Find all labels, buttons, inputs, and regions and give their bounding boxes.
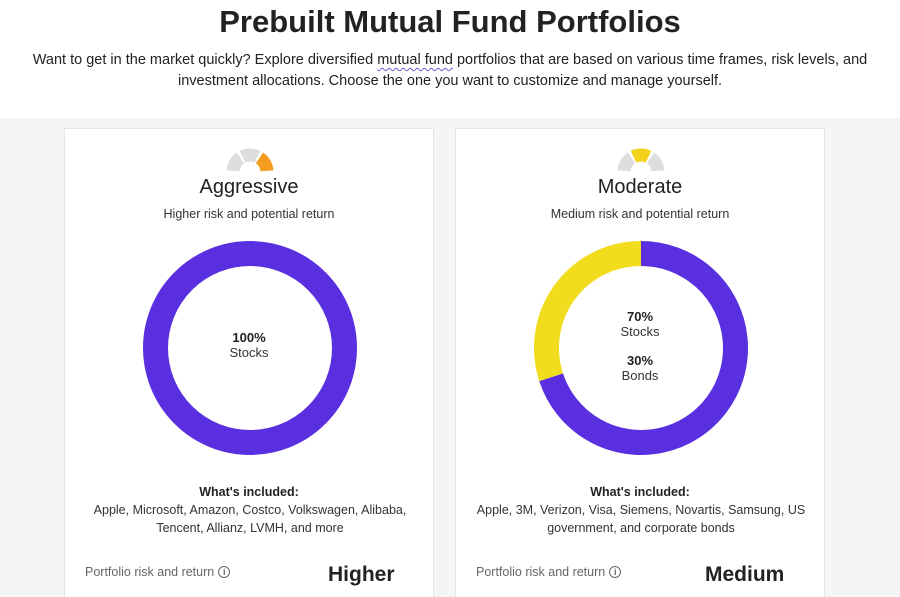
- risk-label-text: Portfolio risk and return: [476, 565, 606, 579]
- gauge-segment: [630, 148, 652, 163]
- card-subtitle: Medium risk and potential return: [550, 207, 730, 221]
- risk-label: Portfolio risk and return i: [476, 565, 622, 579]
- portfolio-card-moderate[interactable]: Moderate Medium risk and potential retur…: [455, 128, 825, 597]
- card-title: Aggressive: [199, 176, 299, 198]
- gauge-segment: [226, 152, 245, 172]
- allocation-name: Bonds: [621, 368, 659, 383]
- risk-gauge-icon: [226, 148, 274, 172]
- included-heading: What's included:: [199, 485, 299, 499]
- allocation-label-bonds: 30% Bonds: [456, 353, 824, 383]
- intro-text-start: Want to get in the market quickly? Explo…: [32, 52, 378, 68]
- gauge-segment: [255, 152, 274, 172]
- card-subtitle: Higher risk and potential return: [163, 207, 335, 221]
- info-icon[interactable]: i: [218, 566, 231, 578]
- allocation-donut: [143, 241, 357, 455]
- gauge-segment: [239, 148, 261, 163]
- allocation-name: Stocks: [620, 324, 660, 339]
- page-title: Prebuilt Mutual Fund Portfolios: [219, 4, 681, 39]
- gauge-segment: [617, 152, 636, 172]
- allocation-donut: [534, 241, 748, 455]
- risk-value: Medium: [705, 563, 785, 586]
- risk-label-text: Portfolio risk and return: [85, 565, 215, 579]
- mutual-fund-link[interactable]: mutual fund: [377, 52, 453, 68]
- included-text: Apple, Microsoft, Amazon, Costco, Volksw…: [93, 503, 407, 535]
- risk-gauge-icon: [617, 148, 665, 172]
- allocation-label-stocks: 70% Stocks: [456, 309, 824, 339]
- risk-label: Portfolio risk and return i: [85, 565, 231, 579]
- info-icon[interactable]: i: [609, 566, 622, 578]
- intro-text-end: portfolios that are based on various tim…: [177, 52, 868, 89]
- gauge-segment: [646, 152, 665, 172]
- portfolio-card-aggressive[interactable]: Aggressive Higher risk and potential ret…: [64, 128, 434, 597]
- allocation-name: Stocks: [229, 345, 269, 360]
- allocation-pct: 70%: [626, 309, 654, 324]
- included-heading: What's included:: [590, 485, 690, 499]
- donut-segment-stocks: [539, 241, 748, 455]
- donut-segment-stocks: [143, 241, 357, 455]
- allocation-pct: 100%: [232, 330, 266, 345]
- allocation-pct: 30%: [626, 353, 654, 368]
- card-title: Moderate: [597, 176, 683, 198]
- included-text: Apple, 3M, Verizon, Visa, Siemens, Novar…: [476, 503, 806, 535]
- page-intro: Want to get in the market quickly? Explo…: [0, 50, 900, 92]
- donut-segment-bonds: [534, 241, 642, 382]
- risk-value: Higher: [328, 563, 395, 586]
- allocation-label-stocks: 100% Stocks: [65, 330, 433, 360]
